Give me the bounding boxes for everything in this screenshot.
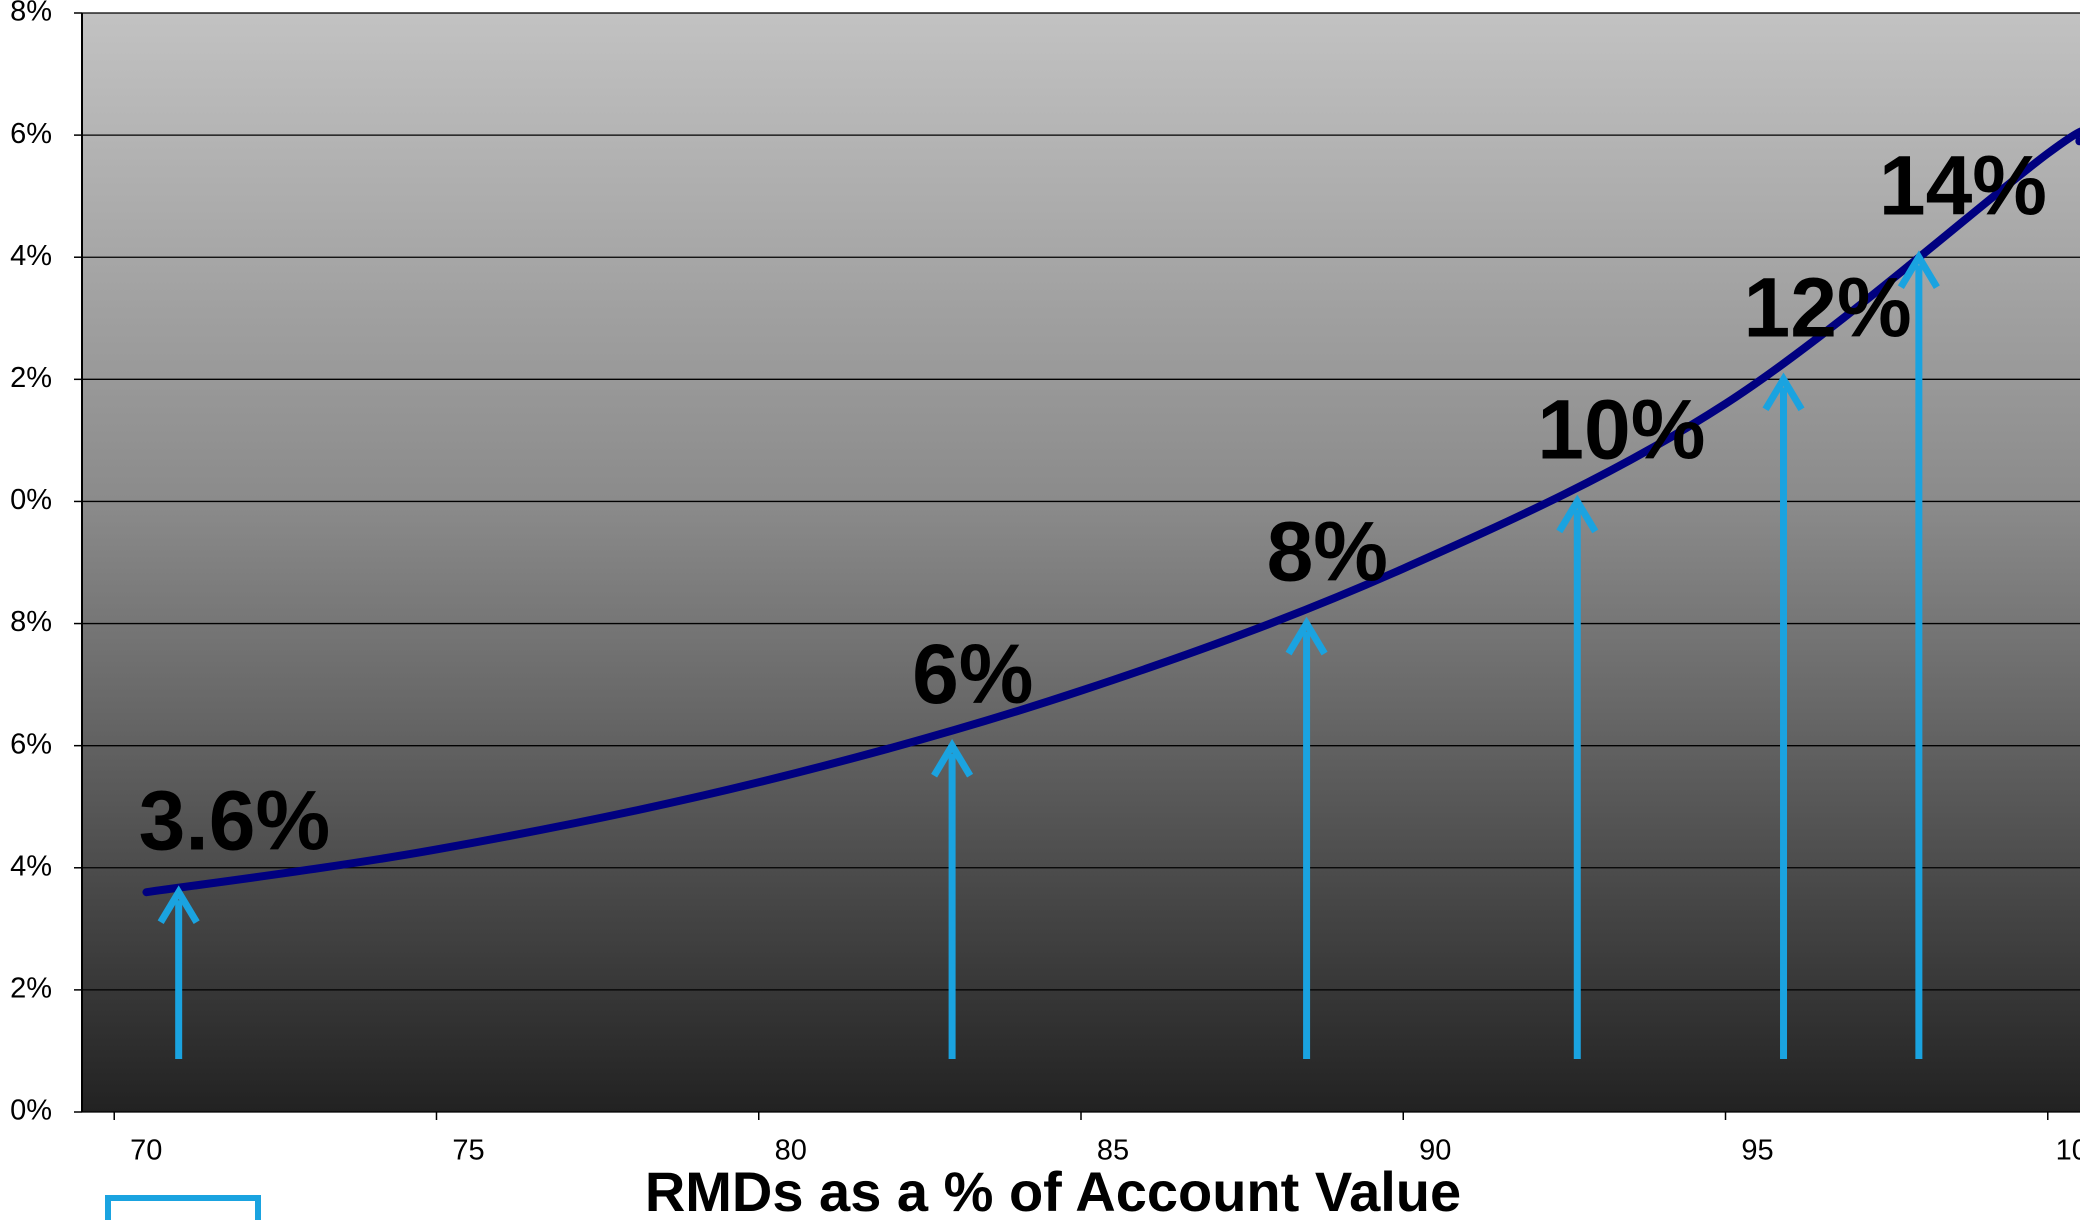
arrow-head bbox=[1285, 616, 1328, 656]
y-tick-label: 4% bbox=[10, 850, 52, 882]
plot-area bbox=[82, 13, 2080, 1112]
data-label: 3.6% bbox=[139, 773, 330, 867]
x-tick-label: 70 bbox=[130, 1135, 162, 1167]
curve bbox=[142, 127, 2080, 897]
y-tick-label: 0% bbox=[10, 484, 52, 516]
y-tick-label: 0% bbox=[10, 1095, 52, 1127]
data-label: 10% bbox=[1537, 383, 1705, 477]
y-tick-label: 8% bbox=[10, 606, 52, 638]
y-tick-label: 6% bbox=[10, 728, 52, 760]
data-label: 8% bbox=[1267, 505, 1388, 599]
x-tick-label: 75 bbox=[452, 1135, 484, 1167]
y-tick-label: 4% bbox=[10, 240, 52, 272]
y-tick-label: 8% bbox=[10, 0, 52, 28]
x-tick-label: 80 bbox=[775, 1135, 807, 1167]
data-label: 14% bbox=[1879, 138, 2047, 232]
x-axis-title: RMDs as a % of Account Value bbox=[645, 1160, 1461, 1220]
x-tick-label: 95 bbox=[1741, 1135, 1773, 1167]
y-tick-label: 6% bbox=[10, 118, 52, 150]
arrow-head bbox=[1897, 250, 1940, 290]
x-tick-label: 90 bbox=[1419, 1135, 1451, 1167]
y-tick-label: 2% bbox=[10, 973, 52, 1005]
data-label: 6% bbox=[912, 627, 1033, 721]
x-tick-label: 85 bbox=[1097, 1135, 1129, 1167]
arrow-head bbox=[1556, 494, 1599, 534]
arrow-head bbox=[1762, 372, 1805, 412]
data-label: 12% bbox=[1744, 261, 1912, 355]
logo bbox=[105, 1195, 261, 1220]
x-tick-label: 100 bbox=[2056, 1135, 2080, 1167]
arrow-head bbox=[931, 738, 974, 778]
arrow-head bbox=[157, 885, 200, 925]
y-tick-label: 2% bbox=[10, 362, 52, 394]
